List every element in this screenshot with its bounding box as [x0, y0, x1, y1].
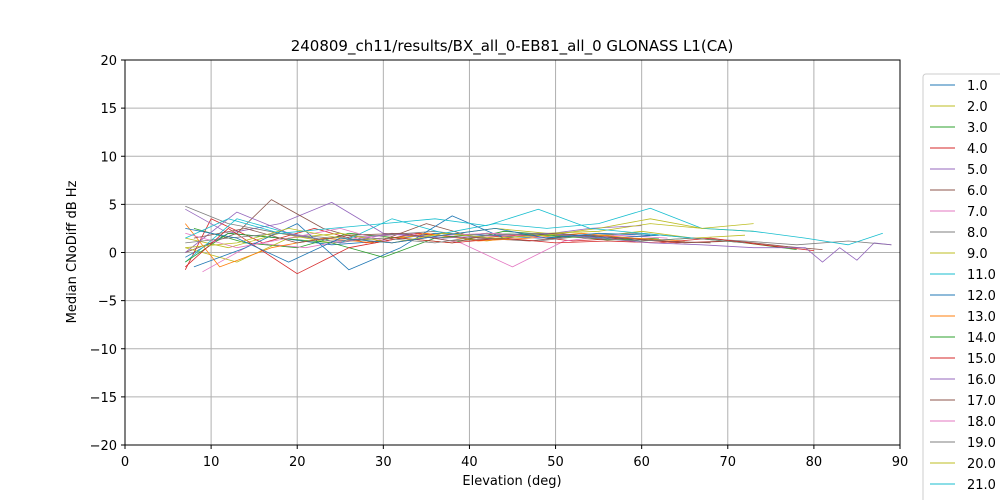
legend-label: 18.0	[967, 415, 996, 430]
series-line-20-0	[185, 218, 754, 249]
x-tick-label: 30	[375, 455, 392, 470]
legend-label: 4.0	[967, 142, 988, 157]
y-tick-label: −20	[90, 439, 117, 454]
legend-label: 1.0	[967, 79, 988, 94]
series-line-22-0	[185, 227, 651, 263]
x-tick-label: 80	[806, 455, 823, 470]
x-tick-label: 60	[633, 455, 650, 470]
x-tick-label: 10	[203, 455, 220, 470]
legend-label: 6.0	[967, 184, 988, 199]
x-tick-label: 0	[121, 455, 129, 470]
y-tick-label: 20	[100, 54, 117, 69]
legend-label: 7.0	[967, 205, 988, 220]
series-line-18-0	[185, 227, 547, 249]
legend-label: 15.0	[967, 352, 996, 367]
legend: 1.0 2.0 3.0 4.0 5.0 6.0 7.0 8.0 9.0 11.0 12.0 13.0 1…	[922, 73, 1000, 500]
legend-label: 20.0	[967, 457, 996, 472]
series-line-19-0	[185, 232, 746, 244]
legend-label: 17.0	[967, 394, 996, 409]
series-lines	[184, 199, 892, 275]
x-axis-ticks: 0 10 20 30 40 50 60 70 80 90	[121, 445, 908, 470]
legend-box	[922, 73, 1000, 500]
legend-label: 9.0	[967, 247, 988, 262]
x-axis-label: Elevation (deg)	[462, 474, 561, 489]
legend-label: 3.0	[967, 121, 988, 136]
legend-label: 16.0	[967, 373, 996, 388]
legend-label: 12.0	[967, 289, 996, 304]
grid-lines	[124, 59, 901, 446]
x-tick-label: 90	[892, 455, 909, 470]
y-tick-label: 15	[100, 102, 117, 117]
x-tick-label: 20	[289, 455, 306, 470]
y-tick-label: 0	[109, 247, 117, 262]
legend-label: 13.0	[967, 310, 996, 325]
y-tick-label: −5	[98, 295, 117, 310]
x-tick-label: 50	[547, 455, 564, 470]
legend-label: 19.0	[967, 436, 996, 451]
series-line-17-0	[193, 227, 711, 244]
x-tick-label: 40	[461, 455, 478, 470]
y-tick-label: −10	[90, 343, 117, 358]
legend-label: 21.0	[967, 478, 996, 493]
y-tick-label: 10	[100, 150, 117, 165]
y-tick-label: 5	[109, 198, 117, 213]
x-tick-label: 70	[720, 455, 737, 470]
chart-title: 240809_ch11/results/BX_all_0-EB81_all_0 …	[291, 37, 734, 56]
series-line-21-0	[185, 208, 694, 239]
legend-label: 8.0	[967, 226, 988, 241]
legend-label: 2.0	[967, 100, 988, 115]
y-axis-ticks: 20 15 10 5 0 −5 −10 −15 −20	[90, 54, 125, 454]
y-tick-label: −15	[90, 391, 117, 406]
legend-label: 14.0	[967, 331, 996, 346]
legend-label: 11.0	[967, 268, 996, 283]
y-axis-label: Median CNoDiff dB Hz	[65, 180, 80, 323]
legend-label: 5.0	[967, 163, 988, 178]
series-line-13-0	[184, 223, 685, 268]
